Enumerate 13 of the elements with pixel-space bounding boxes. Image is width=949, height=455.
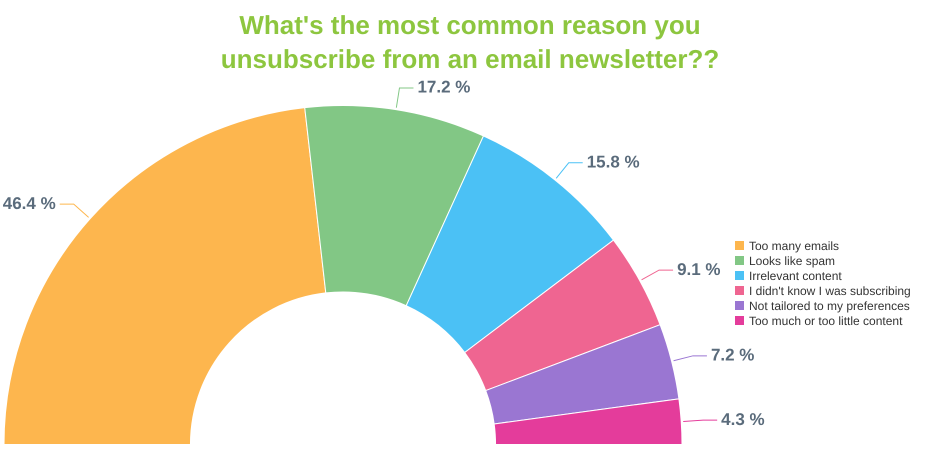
data-label: 15.8 %: [586, 152, 640, 172]
legend-label: Looks like spam: [749, 254, 836, 268]
data-label: 17.2 %: [417, 78, 470, 97]
data-label: 9.1 %: [677, 260, 721, 279]
data-label: 7.2 %: [710, 346, 754, 365]
legend-label: Irrelevant content: [749, 268, 842, 282]
data-label: 4.3 %: [721, 410, 765, 429]
chart-title: What's the most common reason you unsubscribe from an email newsletter??: [220, 9, 720, 76]
legend-label: Too much or too little content: [749, 314, 902, 328]
legend-label: I didn't know I was subscribing: [749, 284, 911, 298]
legend-label: Not tailored to my preferences: [749, 298, 910, 312]
data-label: 46.4 %: [2, 194, 56, 213]
legend-label: Too many emails: [749, 238, 840, 252]
